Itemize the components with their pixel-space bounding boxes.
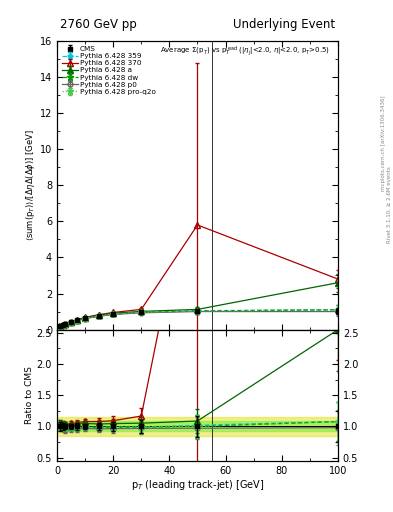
Bar (57, 417, 338, 436)
Bar (57, 421, 338, 432)
Text: 2760 GeV pp: 2760 GeV pp (60, 18, 136, 31)
Legend: CMS, Pythia 6.428 359, Pythia 6.428 370, Pythia 6.428 a, Pythia 6.428 dw, Pythia: CMS, Pythia 6.428 359, Pythia 6.428 370,… (61, 45, 158, 96)
Text: mcplots.cern.ch [arXiv:1306.3436]: mcplots.cern.ch [arXiv:1306.3436] (381, 96, 386, 191)
Text: Underlying Event: Underlying Event (233, 18, 335, 31)
X-axis label: p$_T$ (leading track-jet) [GeV]: p$_T$ (leading track-jet) [GeV] (131, 478, 264, 493)
Y-axis label: Ratio to CMS: Ratio to CMS (25, 366, 34, 424)
Text: Average $\Sigma$(p$_T$) vs p$_T^{\rm lead}$ (|$\eta_j$|<2.0, $\eta$|<2.0, p$_T$>: Average $\Sigma$(p$_T$) vs p$_T^{\rm lea… (160, 44, 330, 57)
Text: Rivet 3.1.10, ≥ 2.6M events: Rivet 3.1.10, ≥ 2.6M events (387, 166, 391, 243)
Y-axis label: $\langle$sum(p$_T$)$\rangle$/[$\Delta\eta\Delta(\Delta\phi)$] [GeV]: $\langle$sum(p$_T$)$\rangle$/[$\Delta\et… (24, 130, 37, 241)
